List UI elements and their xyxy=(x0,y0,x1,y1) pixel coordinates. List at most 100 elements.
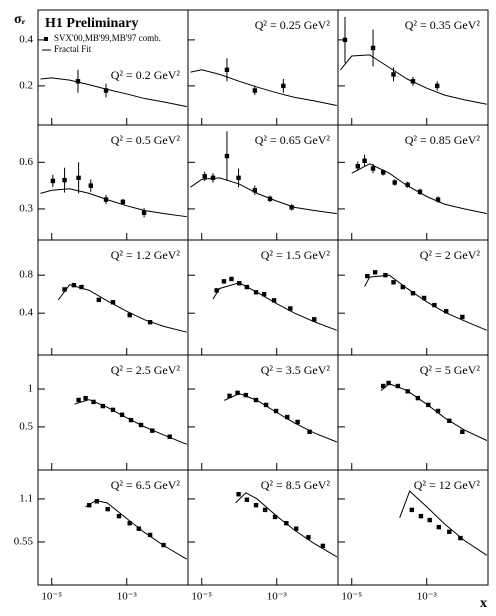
data-point xyxy=(381,170,386,175)
data-point xyxy=(386,380,391,386)
data-point xyxy=(381,383,386,389)
panel: 0.2 0.4 Q² = 0.2 GeV² xyxy=(19,9,189,126)
panel: Q² = 1.5 GeV² xyxy=(187,239,339,356)
data-point xyxy=(83,395,88,401)
data-point xyxy=(236,175,241,181)
data-point xyxy=(221,279,227,284)
data-point xyxy=(410,291,416,296)
data-point xyxy=(224,153,230,159)
panel: 0.55 1.1 10⁻⁵ 10⁻³ Q² = 6.5 GeV² xyxy=(14,469,189,603)
data-point xyxy=(288,306,293,311)
data-point xyxy=(62,177,67,183)
data-point xyxy=(62,287,67,292)
data-point xyxy=(405,182,410,188)
data-point xyxy=(100,403,106,409)
x-tick-label: 10⁻⁵ xyxy=(41,591,62,603)
data-point xyxy=(138,422,144,428)
data-point xyxy=(150,428,155,433)
panel-title: Q² = 0.2 GeV² xyxy=(111,68,181,82)
panel-title: Q² = 0.5 GeV² xyxy=(111,133,181,147)
y-tick-label: 0.4 xyxy=(19,307,33,319)
data-point xyxy=(75,79,81,84)
data-point xyxy=(237,281,242,286)
data-point xyxy=(202,174,207,179)
data-point xyxy=(235,390,240,396)
data-point xyxy=(128,417,134,423)
panel: 0.3 0.6 Q² = 0.5 GeV² xyxy=(19,124,189,241)
data-point xyxy=(434,83,440,89)
legend-marker xyxy=(44,37,48,41)
data-point xyxy=(372,270,378,275)
data-point xyxy=(312,317,317,322)
data-point xyxy=(267,196,273,202)
data-point xyxy=(426,402,431,408)
panel: 0.5 1 Q² = 2.5 GeV² xyxy=(19,354,189,471)
panel: 0.4 0.8 Q² = 1.2 GeV² xyxy=(19,239,189,356)
data-point xyxy=(263,402,269,408)
panel-title: Q² = 8.5 GeV² xyxy=(261,478,331,492)
y-tick-label: 0.6 xyxy=(19,156,33,168)
x-tick-label: 10⁻³ xyxy=(117,591,138,603)
data-point xyxy=(370,45,376,51)
panel-title: Q² = 5 GeV² xyxy=(420,363,481,377)
data-point xyxy=(236,492,241,497)
data-point xyxy=(293,526,299,531)
data-point xyxy=(76,175,81,181)
panel: Q² = 0.85 GeV² xyxy=(337,124,489,241)
y-axis-label: σᵣ xyxy=(14,12,26,27)
y-tick-label: 0.4 xyxy=(19,33,33,45)
panel: Q² = 3.5 GeV² xyxy=(187,354,339,471)
panel-title: Q² = 1.2 GeV² xyxy=(111,248,181,262)
data-point xyxy=(253,290,259,295)
data-point xyxy=(435,197,441,202)
x-tick-label: 10⁻⁵ xyxy=(341,591,362,603)
data-point xyxy=(421,295,427,301)
fit-curve xyxy=(399,490,488,556)
data-point xyxy=(79,284,84,290)
data-point xyxy=(443,309,449,314)
data-point xyxy=(244,497,250,502)
data-point xyxy=(370,166,376,171)
data-point xyxy=(161,542,166,548)
data-point xyxy=(342,37,348,43)
panel-title: Q² = 3.5 GeV² xyxy=(261,363,331,377)
panel: Q² = 0.25 GeV² xyxy=(187,9,339,126)
data-point xyxy=(252,88,258,93)
data-point xyxy=(141,210,147,216)
data-point xyxy=(432,302,437,308)
data-point xyxy=(127,312,132,318)
data-point xyxy=(224,67,230,72)
data-point xyxy=(281,83,286,89)
y-tick-label: 1 xyxy=(28,383,34,395)
data-point xyxy=(418,513,424,519)
data-point xyxy=(120,199,126,205)
data-point xyxy=(447,529,452,535)
fit-curve xyxy=(190,177,337,215)
data-point xyxy=(96,297,102,303)
fit-curve xyxy=(74,399,188,445)
data-point xyxy=(119,412,125,417)
fit-curve xyxy=(40,77,187,108)
data-point xyxy=(410,79,416,84)
data-point xyxy=(307,429,312,434)
fit-curve xyxy=(212,282,337,331)
data-point xyxy=(103,88,109,93)
panel-title: Q² = 2 GeV² xyxy=(420,248,481,262)
fit-curve xyxy=(40,188,187,218)
data-point xyxy=(383,272,388,278)
data-point xyxy=(103,197,109,202)
legend-label: Fractal Fit xyxy=(54,44,92,54)
panel: Q² = 5 GeV² xyxy=(337,354,489,471)
data-point xyxy=(405,389,410,394)
panel-frame xyxy=(337,469,489,586)
panel: Q² = 2 GeV² xyxy=(337,239,489,356)
data-point xyxy=(400,284,406,290)
panel: 10⁻⁵ 10⁻³ Q² = 12 GeV² xyxy=(337,469,489,603)
panel-title: Q² = 0.65 GeV² xyxy=(255,133,331,147)
data-point xyxy=(88,183,93,188)
data-point xyxy=(147,532,153,538)
data-point xyxy=(295,419,300,425)
data-point xyxy=(458,535,463,541)
data-point xyxy=(271,298,277,303)
